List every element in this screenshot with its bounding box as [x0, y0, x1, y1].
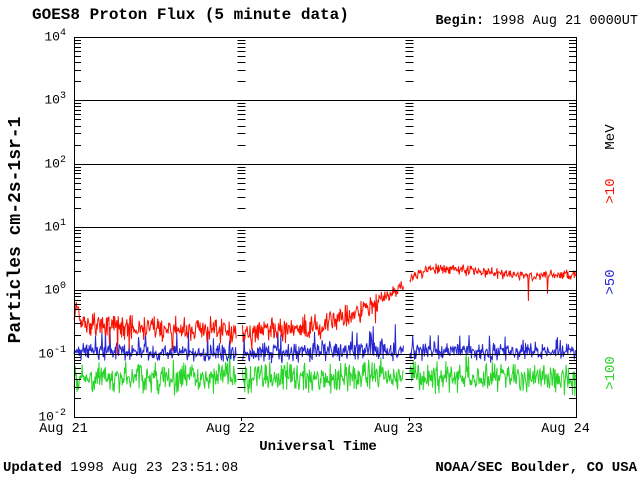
y-tick-label: 101 — [44, 218, 66, 235]
trace-segment — [73, 302, 237, 355]
trace-segment — [242, 357, 404, 394]
x-tick-label: Aug 22 — [206, 422, 255, 437]
energy-label-gt50: >50 — [603, 269, 619, 295]
series-trace-gt10 — [73, 263, 577, 355]
series-trace-gt50 — [73, 324, 577, 364]
x-tick-label: Aug 23 — [374, 422, 423, 437]
y-tick-label: 103 — [44, 91, 66, 108]
y-tick-label: 10-2 — [38, 408, 66, 425]
plot-frame — [74, 37, 577, 418]
begin-timestamp: Begin: 1998 Aug 21 0000UT — [435, 14, 638, 29]
y-tick-label: 10-1 — [38, 344, 66, 361]
x-tick-label: Aug 21 — [39, 422, 88, 437]
updated-value: 1998 Aug 23 23:51:08 — [61, 460, 239, 476]
energy-label-MeV: MeV — [603, 124, 619, 150]
x-axis-title: Universal Time — [259, 439, 377, 455]
data-traces — [73, 263, 577, 396]
grid — [74, 37, 577, 421]
energy-label-gt10: >10 — [603, 178, 619, 204]
energy-label-gt100: >100 — [603, 356, 619, 390]
trace-segment — [73, 327, 237, 363]
updated-label: Updated — [3, 460, 62, 476]
trace-segment — [409, 335, 577, 363]
x-tick-label: Aug 24 — [541, 422, 590, 437]
y-tick-label: 104 — [44, 28, 66, 45]
chart-title: GOES8 Proton Flux (5 minute data) — [32, 6, 349, 24]
trace-segment — [409, 263, 577, 302]
trace-segment — [73, 345, 237, 396]
y-tick-label: 102 — [44, 154, 66, 171]
trace-segment — [409, 347, 577, 396]
begin-label: Begin: — [435, 14, 485, 29]
series-trace-gt100 — [73, 345, 577, 396]
y-tick-label: 100 — [44, 281, 66, 298]
source-credit: NOAA/SEC Boulder, CO USA — [435, 460, 637, 476]
updated-timestamp: Updated 1998 Aug 23 23:51:08 — [3, 460, 238, 476]
begin-value: 1998 Aug 21 0000UT — [484, 14, 638, 29]
trace-segment — [242, 324, 404, 364]
trace-segment — [242, 281, 404, 350]
